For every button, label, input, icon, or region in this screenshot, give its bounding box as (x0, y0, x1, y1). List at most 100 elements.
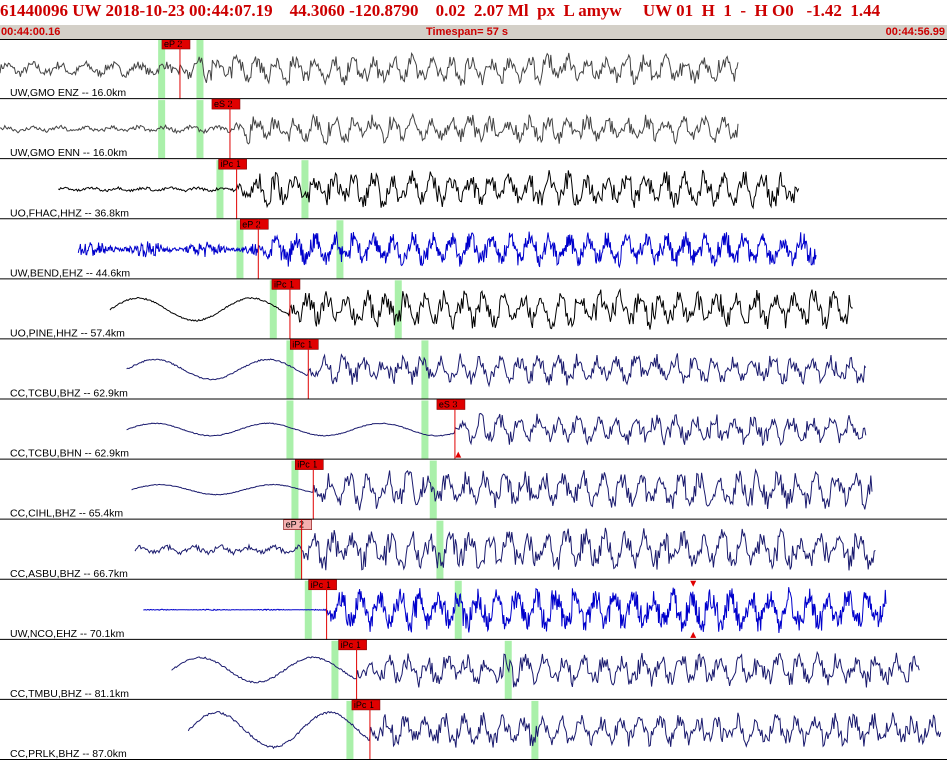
waveform[interactable] (143, 587, 887, 634)
trace-panel[interactable]: eP 2 UW,BEND,EHZ -- 44.6km (0, 218, 947, 280)
start-time: 00:44:00.16 (1, 26, 61, 38)
phase-marker (331, 640, 339, 699)
phase-marker (269, 280, 277, 339)
waveform[interactable] (126, 412, 867, 446)
station-label: CC,TCBU,BHN -- 62.9km (10, 448, 129, 460)
pick-label: iPc 1 (274, 279, 294, 289)
amplitude-triangle (455, 451, 462, 458)
station-label: CC,TMBU,BHZ -- 81.1km (10, 688, 129, 700)
phase-marker (531, 700, 539, 759)
pick-label: eP 2 (286, 520, 304, 530)
trace-panel[interactable]: eP 2 CC,ASBU,BHZ -- 66.7km (0, 519, 947, 580)
waveform[interactable] (77, 231, 817, 269)
pick-label: iPc 1 (341, 640, 361, 650)
event-network: UW (72, 1, 102, 20)
pick-box[interactable] (161, 39, 191, 50)
pick-box[interactable] (308, 579, 337, 591)
event-magnitude: 2.07 Ml (473, 1, 529, 20)
pick-label: eS 2 (214, 99, 233, 109)
trace-panel[interactable]: iPc 1 CC,CIHL,BHZ -- 65.4km (0, 459, 947, 520)
waveform[interactable] (171, 650, 920, 688)
waveform[interactable] (126, 353, 867, 388)
phase-marker (421, 340, 429, 399)
phase-marker (421, 400, 429, 459)
pick-box[interactable] (289, 339, 319, 350)
trace-panel[interactable]: iPc 1 CC,TCBU,BHZ -- 62.9km (0, 339, 947, 400)
end-time: 00:44:56.99 (885, 26, 945, 38)
waveform[interactable] (187, 711, 942, 750)
phase-marker (454, 580, 462, 639)
pick-label: iPc 1 (297, 460, 317, 470)
phase-marker (216, 160, 224, 219)
waveform[interactable] (0, 112, 739, 146)
pick-box[interactable] (218, 158, 247, 170)
timespan-label: Timespan= 57 s (426, 26, 509, 38)
phase-marker (158, 100, 166, 159)
station-label: CC,CIHL,BHZ -- 65.4km (10, 508, 123, 520)
pick-box[interactable] (338, 639, 367, 651)
phase-marker (294, 520, 302, 579)
event-title: 61440096 UW 2018-10-23 00:44:07.19 44.30… (0, 1, 947, 21)
station-label: CC,TCBU,BHZ -- 62.9km (10, 388, 128, 400)
pick-box[interactable] (436, 399, 466, 410)
phase-marker (394, 280, 402, 339)
station-label: CC,PRLK,BHZ -- 87.0km (10, 748, 127, 760)
phase-marker (301, 160, 309, 219)
station-label: UO,PINE,HHZ -- 57.4km (10, 327, 125, 339)
pick-box[interactable] (351, 699, 381, 711)
amplitude-triangle (690, 580, 697, 587)
phase-marker (196, 40, 204, 99)
trace-panel[interactable]: eS 2 UW,GMO ENN -- 16.0km (0, 98, 947, 160)
pick-box[interactable] (211, 98, 241, 110)
phase-marker (236, 220, 244, 279)
seismogram-panel[interactable]: eP 2 UW,GMO ENZ -- 16.0km eS 2 UW,GMO ENN -… (0, 39, 947, 760)
event-right-info: UW 01 H 1 - H O0 -1.42 1.44 (642, 1, 881, 20)
phase-marker (196, 100, 204, 159)
phase-marker (436, 520, 444, 579)
waveform[interactable] (58, 169, 800, 210)
pick-label: eS 3 (439, 400, 458, 410)
event-depth: 0.02 (435, 1, 466, 20)
trace-panel[interactable]: iPc 1 CC,PRLK,BHZ -- 87.0km (0, 699, 947, 760)
station-label: UW,BEND,EHZ -- 44.6km (10, 267, 130, 279)
pick-box[interactable] (294, 459, 324, 470)
pick-label: iPc 1 (292, 339, 312, 349)
trace-panel[interactable]: iPc 1 UW,NCO,EHZ -- 70.1km (0, 579, 947, 640)
station-label: UO,FHAC,HHZ -- 36.8km (10, 207, 129, 219)
phase-marker (346, 700, 354, 759)
pick-box[interactable] (271, 279, 301, 290)
pick-label: iPc 1 (221, 159, 241, 169)
pick-box[interactable] (239, 218, 269, 230)
phase-marker (429, 460, 437, 519)
event-header: 61440096 UW 2018-10-23 00:44:07.19 44.30… (0, 0, 947, 25)
event-flags: px L amyw (537, 1, 622, 20)
amplitude-triangle (690, 631, 697, 638)
pick-box[interactable] (283, 519, 312, 530)
phase-marker (286, 340, 294, 399)
event-lat: 44.3060 (289, 1, 345, 20)
trace-panel[interactable]: iPc 1 UO,PINE,HHZ -- 57.4km (0, 279, 947, 340)
phase-marker (286, 400, 294, 459)
station-label: CC,ASBU,BHZ -- 66.7km (10, 568, 128, 580)
pick-label: eP 2 (164, 39, 182, 49)
event-datetime: 2018-10-23 00:44:07.19 (105, 1, 273, 20)
waveform[interactable] (134, 527, 876, 571)
waveform[interactable] (0, 51, 739, 87)
station-label: UW,GMO ENN -- 16.0km (10, 147, 128, 159)
time-bar: 00:44:00.16 Timespan= 57 s 00:44:56.99 (0, 25, 947, 39)
trace-panel[interactable]: iPc 1 UO,FHAC,HHZ -- 36.8km (0, 158, 947, 220)
traces-svg[interactable]: eP 2 UW,GMO ENZ -- 16.0km eS 2 UW,GMO ENN -… (0, 39, 947, 760)
trace-panel[interactable]: iPc 1 CC,TMBU,BHZ -- 81.1km (0, 639, 947, 700)
waveform[interactable] (131, 468, 873, 511)
event-lon: -120.8790 (349, 1, 419, 20)
phase-marker (291, 460, 299, 519)
pick-label: eP 2 (242, 219, 260, 229)
station-label: UW,GMO ENZ -- 16.0km (10, 87, 126, 99)
trace-panel[interactable]: eP 2 UW,GMO ENZ -- 16.0km (0, 39, 947, 100)
pick-label: iPc 1 (354, 700, 374, 710)
event-id: 61440096 (0, 1, 68, 20)
waveform[interactable] (109, 288, 853, 330)
trace-panel[interactable]: eS 3 CC,TCBU,BHN -- 62.9km (0, 399, 947, 460)
pick-label: iPc 1 (311, 580, 331, 590)
station-label: UW,NCO,EHZ -- 70.1km (10, 628, 125, 640)
